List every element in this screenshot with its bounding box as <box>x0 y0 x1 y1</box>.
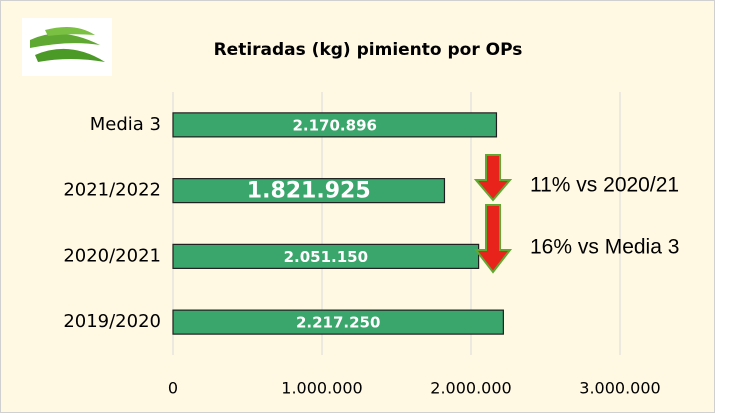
chart: Retiradas (kg) pimiento por OPs 11% vs 2… <box>0 0 744 414</box>
y-tick-label: 2020/2021 <box>63 245 161 266</box>
icon-background <box>22 18 112 76</box>
y-tick-label: 2019/2020 <box>63 311 161 332</box>
annotation: 16% vs Media 3 <box>530 236 679 259</box>
y-tick-label: Media 3 <box>90 114 161 135</box>
x-tick-label: 0 <box>168 379 178 398</box>
annotation: 11% vs 2020/21 <box>530 174 679 197</box>
data-label: 2.051.150 <box>284 248 368 266</box>
x-tick-label: 2.000.000 <box>430 379 511 398</box>
pepper-icon <box>22 18 112 76</box>
data-label: 1.821.925 <box>247 179 371 204</box>
data-label: 2.170.896 <box>292 116 376 134</box>
chart-title: Retiradas (kg) pimiento por OPs <box>214 40 523 60</box>
data-label: 2.217.250 <box>296 314 380 332</box>
x-tick-label: 1.000.000 <box>281 379 362 398</box>
y-tick-label: 2021/2022 <box>63 180 161 201</box>
x-tick-label: 3.000.000 <box>579 379 660 398</box>
